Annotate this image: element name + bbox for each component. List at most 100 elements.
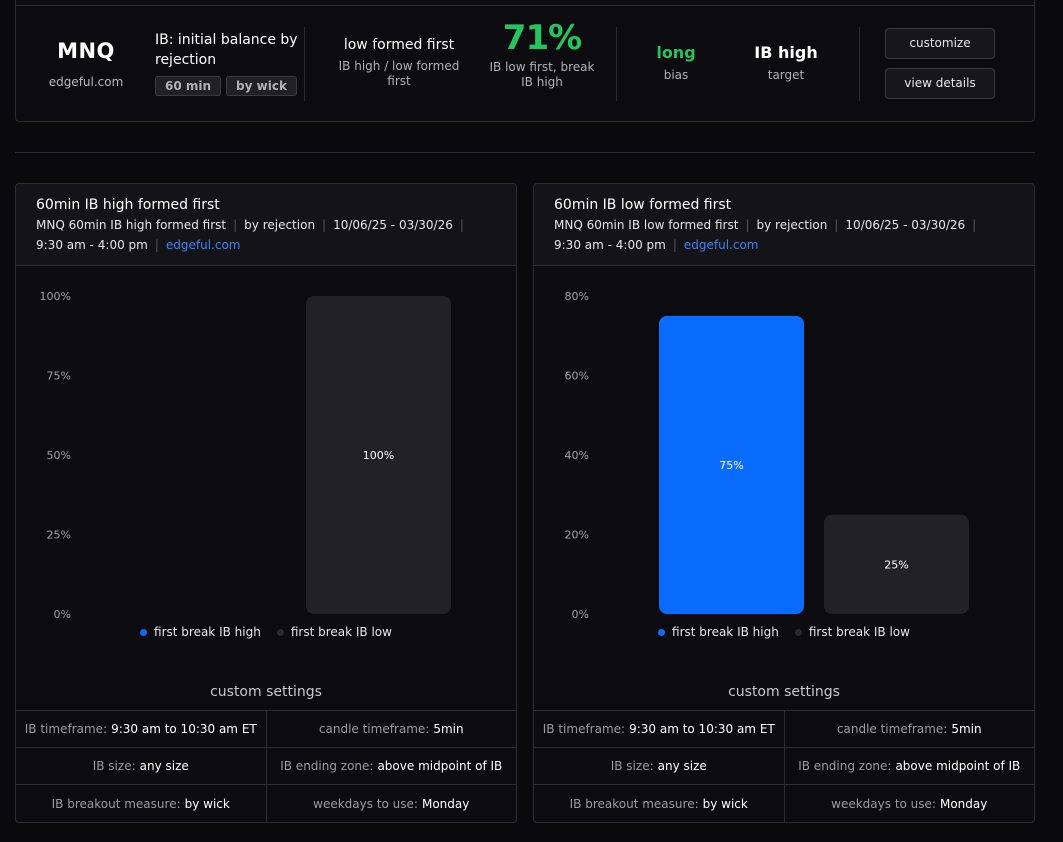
legend-label: first break IB low xyxy=(290,625,392,639)
y-tick-label: 75% xyxy=(47,370,71,383)
legend-dot-icon xyxy=(140,628,148,636)
y-tick-label: 40% xyxy=(565,449,589,462)
settings-grid: IB timeframe: 9:30 am to 10:30 am ET cand… xyxy=(534,710,1034,822)
setting-weekdays: weekdays to use: Monday xyxy=(783,785,1035,822)
y-tick-label: 100% xyxy=(40,290,71,303)
setting-value: Monday xyxy=(939,796,988,811)
customize-button[interactable]: customize xyxy=(885,28,995,59)
settings-title: custom settings xyxy=(210,684,322,700)
setting-label: IB timeframe: xyxy=(24,722,108,736)
setting-label: candle timeframe: xyxy=(836,722,948,736)
chart-panel-ib-low: 60min IB low formed first MNQ 60min IB l… xyxy=(533,183,1035,823)
setting-candle-timeframe: candle timeframe: 5min xyxy=(265,711,517,747)
settings-row: IB timeframe: 9:30 am to 10:30 am ET cand… xyxy=(534,711,1034,748)
meta-name: MNQ 60min IB high formed first xyxy=(36,218,227,232)
condition-sub: IB high / low formed first xyxy=(338,59,460,88)
legend-item-high[interactable]: first break IB high xyxy=(140,625,261,639)
chart-legend: first break IB high first break IB low xyxy=(16,625,516,639)
bar-chart: 100% 75% 50% 25% 0% 100% xyxy=(16,266,516,646)
legend-dot-icon xyxy=(794,628,802,636)
meta-link[interactable]: edgeful.com xyxy=(683,238,759,252)
setting-value: 5min xyxy=(433,722,464,736)
setting-value: by wick xyxy=(184,796,230,811)
bar-value-label: 25% xyxy=(884,558,908,571)
tag-timeframe: 60 min xyxy=(155,76,222,96)
setting-value: by wick xyxy=(702,796,748,811)
legend-item-low[interactable]: first break IB low xyxy=(794,625,910,639)
y-tick-label: 50% xyxy=(47,449,71,462)
ticker-block: MNQ edgeful.com xyxy=(40,39,132,89)
meta-name: MNQ 60min IB low formed first xyxy=(554,218,739,232)
setting-label: weekdays to use: xyxy=(831,796,936,811)
bias-value: long xyxy=(656,43,696,62)
panel-title: 60min IB high formed first xyxy=(36,197,220,213)
bar-value-label: 100% xyxy=(363,449,394,462)
panel-header: 60min IB low formed first MNQ 60min IB l… xyxy=(534,184,1034,266)
setting-label: IB breakout measure: xyxy=(569,796,699,811)
setting-weekdays: weekdays to use: Monday xyxy=(265,785,517,822)
target-value: IB high xyxy=(754,43,818,62)
separator xyxy=(859,27,860,101)
legend-label: first break IB high xyxy=(672,625,779,639)
legend-label: first break IB low xyxy=(808,625,910,639)
panel-meta: MNQ 60min IB low formed first | by rejecti… xyxy=(554,218,977,252)
bias-stat: long bias xyxy=(641,43,711,83)
setting-ib-ending-zone: IB ending zone: above midpoint of IB xyxy=(783,748,1035,784)
target-stat: IB high target xyxy=(741,43,831,83)
target-label: target xyxy=(767,68,805,82)
setting-ib-timeframe: IB timeframe: 9:30 am to 10:30 am ET xyxy=(534,711,784,747)
bar-chart: 80% 60% 40% 20% 0% 75% 25% xyxy=(534,266,1034,646)
probability-sub: IB low first, break IB high xyxy=(489,60,595,89)
meta-method: by rejection xyxy=(244,218,316,232)
legend-dot-icon xyxy=(658,628,666,636)
setting-label: IB ending zone: xyxy=(798,759,892,773)
bar-first-break-ib-high xyxy=(659,315,804,614)
y-tick-label: 60% xyxy=(565,370,589,383)
probability-value: 71% xyxy=(502,18,582,58)
bias-label: bias xyxy=(663,68,689,82)
settings-row: IB timeframe: 9:30 am to 10:30 am ET cand… xyxy=(16,711,516,748)
meta-dates: 10/06/25 - 03/30/26 xyxy=(333,218,453,232)
summary-card: MNQ edgeful.com IB: initial balance by r… xyxy=(15,0,1035,122)
condition-stat: low formed first IB high / low formed fi… xyxy=(334,37,464,89)
y-tick-label: 0% xyxy=(572,608,589,621)
settings-grid: IB timeframe: 9:30 am to 10:30 am ET cand… xyxy=(16,710,516,822)
ticker-symbol: MNQ xyxy=(57,39,115,63)
legend-item-low[interactable]: first break IB low xyxy=(276,625,392,639)
panel-header: 60min IB high formed first MNQ 60min IB … xyxy=(16,184,516,266)
condition-title: low formed first xyxy=(343,37,455,53)
legend-item-high[interactable]: first break IB high xyxy=(658,625,779,639)
bar-first-break-ib-low xyxy=(306,296,451,614)
setting-label: IB timeframe: xyxy=(542,722,626,736)
settings-row: IB size: any size IB ending zone: above mi… xyxy=(16,748,516,785)
chart-legend: first break IB high first break IB low xyxy=(534,625,1034,639)
meta-dates: 10/06/25 - 03/30/26 xyxy=(845,218,966,232)
settings-row: IB breakout measure: by wick weekdays to … xyxy=(534,785,1034,822)
tag-measure: by wick xyxy=(226,76,297,96)
y-tick-label: 20% xyxy=(565,529,589,542)
y-tick-label: 0% xyxy=(54,608,71,621)
panel-title: 60min IB low formed first xyxy=(554,197,732,213)
settings-row: IB breakout measure: by wick weekdays to … xyxy=(16,785,516,822)
chart-svg: 80% 60% 40% 20% 0% 75% 25% xyxy=(565,290,969,621)
setting-value: above midpoint of IB xyxy=(377,759,503,773)
chart-panel-ib-high: 60min IB high formed first MNQ 60min IB … xyxy=(15,183,517,823)
settings-row: IB size: any size IB ending zone: above mi… xyxy=(534,748,1034,785)
section-divider xyxy=(15,152,1035,153)
setting-label: IB size: xyxy=(92,759,136,773)
setting-ib-size: IB size: any size xyxy=(534,748,784,784)
setting-ib-breakout-measure: IB breakout measure: by wick xyxy=(534,785,784,822)
setting-ib-ending-zone: IB ending zone: above midpoint of IB xyxy=(265,748,517,784)
setting-value: any size xyxy=(657,759,707,773)
setting-value: 9:30 am to 10:30 am ET xyxy=(629,722,775,736)
probability-stat: 71% IB low first, break IB high xyxy=(488,18,596,90)
bar-value-label: 75% xyxy=(719,459,743,472)
setting-candle-timeframe: candle timeframe: 5min xyxy=(783,711,1035,747)
setting-label: IB ending zone: xyxy=(280,759,374,773)
view-details-button[interactable]: view details xyxy=(885,68,995,99)
setting-value: Monday xyxy=(421,796,470,811)
setting-value: above midpoint of IB xyxy=(895,759,1021,773)
meta-link[interactable]: edgeful.com xyxy=(165,238,241,252)
separator xyxy=(616,27,617,101)
meta-hours: 9:30 am - 4:00 pm xyxy=(554,238,666,252)
